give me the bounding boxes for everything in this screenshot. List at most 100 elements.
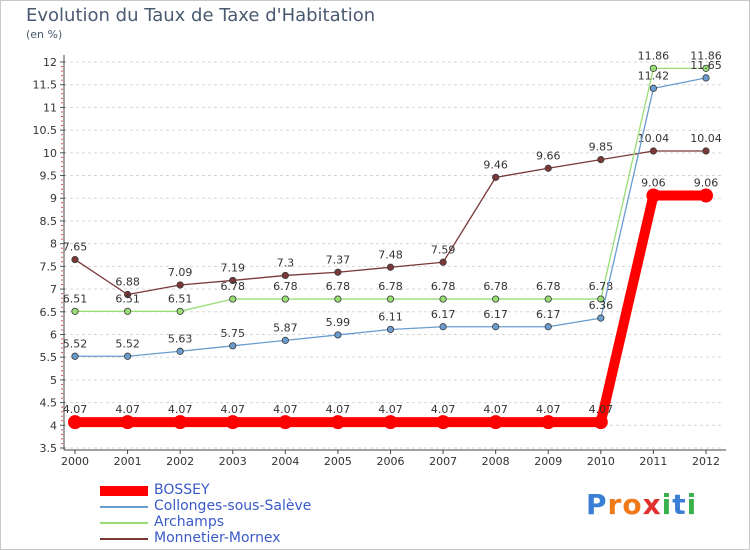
data-label: 4.07 <box>431 403 456 416</box>
legend-label-monnetier: Monnetier-Mornex <box>154 530 281 546</box>
data-point <box>383 415 398 430</box>
legend-label-bossey: BOSSEY <box>154 482 210 498</box>
data-point <box>176 281 184 289</box>
data-label: 7.19 <box>221 261 246 274</box>
data-point <box>541 415 556 430</box>
legend-swatch-collonges <box>100 506 148 508</box>
data-point <box>386 263 395 271</box>
data-point <box>649 84 658 92</box>
legend-item-archamps: Archamps <box>100 514 420 532</box>
data-point <box>593 415 608 430</box>
data-label: 6.78 <box>326 280 351 293</box>
logo-letter: i <box>661 488 673 521</box>
x-tick-label: 2007 <box>429 455 457 468</box>
data-point <box>176 307 184 315</box>
x-tick-label: 2008 <box>482 455 510 468</box>
y-tick-label: 5.5 <box>40 351 58 364</box>
data-point <box>278 415 293 430</box>
data-point <box>544 323 552 331</box>
data-point <box>386 295 395 303</box>
data-label: 4.07 <box>168 403 193 416</box>
logo-letter: P <box>586 488 608 521</box>
data-label: 11.42 <box>638 69 670 82</box>
data-point <box>488 415 503 430</box>
data-label: 11.65 <box>690 59 722 72</box>
data-label: 4.07 <box>273 403 298 416</box>
y-tick-label: 10 <box>43 147 57 160</box>
x-tick-label: 2009 <box>534 455 562 468</box>
y-tick-label: 8 <box>50 238 57 251</box>
data-label: 6.17 <box>483 308 508 321</box>
data-point <box>334 295 342 303</box>
x-tick-label: 2002 <box>166 455 194 468</box>
data-label: 6.78 <box>378 280 403 293</box>
data-label: 4.07 <box>63 403 88 416</box>
data-point <box>173 415 188 430</box>
data-label: 5.75 <box>221 327 246 340</box>
data-point <box>281 336 289 344</box>
y-tick-label: 11.5 <box>33 79 58 92</box>
legend-item-monnetier: Monnetier-Mornex <box>100 530 420 548</box>
logo-letter: x <box>642 488 662 521</box>
legend-swatch-bossey <box>100 486 148 496</box>
data-point <box>492 323 500 331</box>
x-tick-label: 2005 <box>324 455 352 468</box>
data-point <box>597 295 605 303</box>
y-tick-label: 6 <box>50 328 57 341</box>
data-label: 9.06 <box>694 177 719 190</box>
data-label: 6.51 <box>168 292 193 305</box>
data-point <box>281 271 289 280</box>
data-label: 5.63 <box>168 332 193 345</box>
y-tick-label: 5 <box>50 374 57 387</box>
x-tick-label: 2012 <box>692 455 720 468</box>
logo-letter: r <box>607 488 623 521</box>
data-point <box>176 347 184 355</box>
data-point <box>544 295 552 303</box>
legend-swatch-archamps <box>100 522 148 524</box>
data-point <box>436 415 451 430</box>
logo-letter: i <box>686 488 698 521</box>
data-label: 4.07 <box>221 403 246 416</box>
y-tick-label: 4.5 <box>40 397 58 410</box>
y-tick-label: 12 <box>43 56 57 69</box>
data-label: 6.11 <box>378 310 403 323</box>
data-point <box>649 64 658 72</box>
data-label: 4.07 <box>536 403 561 416</box>
data-label: 7.65 <box>63 241 88 254</box>
data-label: 4.07 <box>326 403 351 416</box>
data-point <box>439 295 447 303</box>
data-point <box>229 342 237 350</box>
data-point <box>71 255 79 264</box>
legend-swatch-monnetier <box>100 538 148 540</box>
data-point <box>334 268 342 276</box>
proxiti-logo: Proxiti <box>586 488 697 521</box>
x-tick-label: 2000 <box>61 455 89 468</box>
data-label: 9.66 <box>536 149 561 162</box>
chart-unit-label: (en %) <box>26 28 63 41</box>
data-point <box>225 415 240 430</box>
data-label: 6.78 <box>221 280 246 293</box>
x-tick-label: 2010 <box>587 455 615 468</box>
data-label: 11.86 <box>690 49 722 62</box>
data-point <box>281 295 289 303</box>
data-label: 7.48 <box>378 248 403 261</box>
data-label: 5.99 <box>326 316 351 329</box>
data-label: 5.52 <box>63 337 88 350</box>
y-tick-label: 11 <box>43 101 57 114</box>
y-tick-label: 10.5 <box>33 124 58 137</box>
data-point <box>330 415 345 430</box>
data-point <box>649 147 658 155</box>
x-tick-label: 2006 <box>377 455 405 468</box>
data-label: 11.86 <box>638 49 670 62</box>
data-label: 9.85 <box>589 141 614 154</box>
data-label: 7.3 <box>277 256 295 269</box>
data-point <box>229 276 237 285</box>
logo-letter: o <box>622 488 643 521</box>
data-label: 10.04 <box>690 132 722 145</box>
data-label: 7.59 <box>431 243 456 256</box>
y-tick-label: 3.5 <box>40 442 58 455</box>
data-point <box>71 352 79 360</box>
chart-title: Evolution du Taux de Taxe d'Habitation <box>26 5 376 26</box>
